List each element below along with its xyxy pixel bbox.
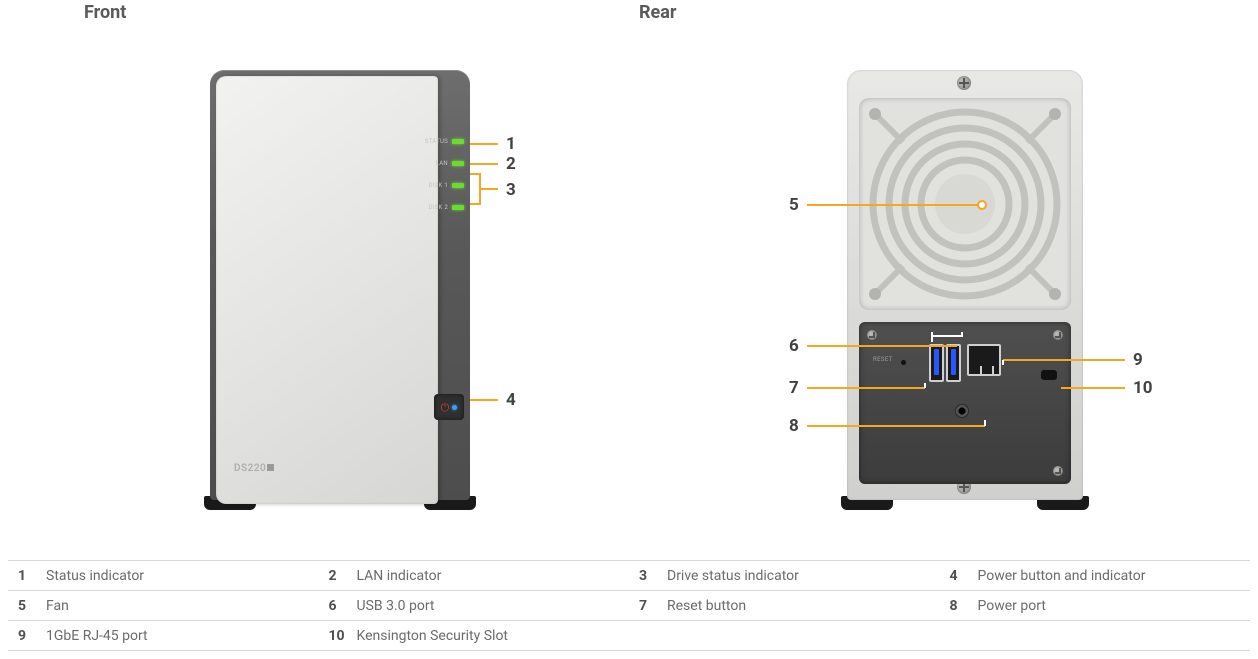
rj45-port-icon (967, 344, 1001, 376)
callout-4: 4 (470, 390, 524, 410)
legend-cell: 1Status indicator (8, 568, 319, 584)
legend-text: Drive status indicator (663, 568, 799, 584)
led-label: DISK 2 (428, 204, 448, 211)
legend-cell: 6USB 3.0 port (319, 598, 630, 614)
reset-button (901, 360, 906, 365)
led-block: STATUS LAN DISK 1 DISK 2 (425, 138, 464, 211)
legend-text: Fan (42, 598, 69, 614)
status-led-icon (452, 139, 464, 144)
legend-num: 2 (319, 568, 353, 584)
power-button: ⏻ (434, 394, 464, 420)
front-view: Front DS220 STATUS LAN (0, 0, 629, 550)
legend-table: 1Status indicator 2LAN indicator 3Drive … (8, 560, 1250, 651)
legend-cell: 91GbE RJ-45 port (8, 628, 319, 644)
legend-text: USB 3.0 port (353, 598, 435, 614)
led-label: LAN (436, 160, 448, 167)
legend-cell: 5Fan (8, 598, 319, 614)
legend-num: 8 (940, 598, 974, 614)
legend-num: 3 (629, 568, 663, 584)
power-led-icon (452, 405, 457, 410)
callout-num: 8 (781, 416, 807, 436)
legend-text: Power port (974, 598, 1046, 614)
legend-num: 7 (629, 598, 663, 614)
legend-text: Status indicator (42, 568, 144, 584)
legend-cell: 3Drive status indicator (629, 568, 940, 584)
lan-led-icon (452, 161, 464, 166)
legend-num: 4 (940, 568, 974, 584)
legend-cell: 7Reset button (629, 598, 940, 614)
callout-9: 9 (997, 350, 1151, 370)
legend-row: 1Status indicator 2LAN indicator 3Drive … (8, 561, 1250, 591)
callout-line (1061, 383, 1125, 393)
disk2-led-icon (452, 205, 464, 210)
callout-num: 10 (1125, 378, 1161, 398)
legend-num: 1 (8, 568, 42, 584)
callout-1: 1 (470, 134, 524, 154)
callout-line (807, 200, 987, 210)
front-title: Front (84, 2, 126, 23)
front-indicator-strip: STATUS LAN DISK 1 DISK 2 (440, 76, 464, 504)
legend-text: LAN indicator (353, 568, 442, 584)
kensington-slot-icon (1041, 370, 1057, 380)
device-front: DS220 STATUS LAN DISK 1 (210, 70, 470, 510)
screw-icon (957, 76, 971, 90)
callout-10: 10 (1061, 378, 1161, 398)
callout-num: 6 (781, 336, 807, 356)
callout-num: 1 (498, 134, 524, 154)
callout-7: 7 (781, 378, 933, 398)
callout-line (470, 143, 498, 145)
callout-bracket-6 (928, 332, 966, 348)
callout-3: 3 (498, 180, 524, 200)
model-badge (267, 464, 274, 471)
legend-cell: 4Power button and indicator (940, 568, 1251, 584)
callout-num: 9 (1125, 350, 1151, 370)
callout-num: 4 (498, 390, 524, 410)
lan-led-row: LAN (425, 160, 464, 167)
legend-cell: 8Power port (940, 598, 1251, 614)
callout-num: 7 (781, 378, 807, 398)
disk1-led-icon (452, 183, 464, 188)
callout-line (807, 383, 933, 393)
callout-num: 5 (781, 195, 807, 215)
front-faceplate: DS220 (216, 76, 438, 504)
legend-text: Reset button (663, 598, 746, 614)
callout-line (470, 163, 498, 165)
callout-line (807, 420, 993, 432)
disk1-led-row: DISK 1 (425, 182, 464, 189)
rear-title: Rear (639, 2, 676, 23)
legend-text: Kensington Security Slot (353, 628, 509, 644)
led-label: DISK 1 (428, 182, 448, 189)
screw-icon (1053, 466, 1063, 476)
device-rear: RESET (847, 70, 1083, 510)
callout-8: 8 (781, 416, 993, 436)
reset-label: RESET (873, 356, 893, 363)
legend-text: 1GbE RJ-45 port (42, 628, 148, 644)
legend-num: 10 (319, 628, 353, 644)
callout-num: 3 (498, 180, 524, 200)
legend-cell: 2LAN indicator (319, 568, 630, 584)
legend-num: 9 (8, 628, 42, 644)
led-label: STATUS (425, 138, 448, 145)
callout-2: 2 (470, 154, 524, 174)
power-icon: ⏻ (441, 402, 450, 413)
legend-cell: 10Kensington Security Slot (319, 628, 630, 644)
model-text: DS220 (234, 463, 266, 474)
legend-row: 5Fan 6USB 3.0 port 7Reset button 8Power … (8, 591, 1250, 621)
rear-view: Rear (629, 0, 1258, 550)
callout-5: 5 (781, 195, 987, 215)
legend-num: 5 (8, 598, 42, 614)
status-led-row: STATUS (425, 138, 464, 145)
legend-text: Power button and indicator (974, 568, 1146, 584)
callout-line (470, 399, 498, 401)
callout-num: 2 (498, 154, 524, 174)
callout-line (997, 355, 1125, 365)
model-label: DS220 (234, 463, 274, 474)
disk2-led-row: DISK 2 (425, 204, 464, 211)
legend-row: 91GbE RJ-45 port 10Kensington Security S… (8, 621, 1250, 651)
legend-num: 6 (319, 598, 353, 614)
screw-icon (1053, 330, 1063, 340)
